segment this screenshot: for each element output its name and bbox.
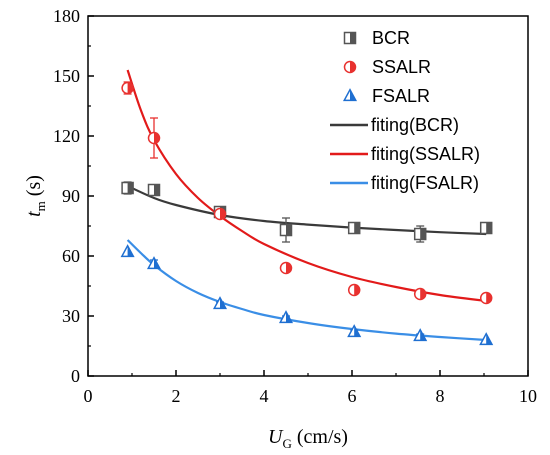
y-axis-label: tm (s) [23,175,48,217]
x-tick-label: 0 [84,386,93,406]
point-ssalr [279,261,293,275]
point-ssalr [147,131,161,145]
point-ssalr [347,283,361,297]
fit-line-2 [126,239,487,342]
point-ssalr [121,81,134,95]
point-fsalr [413,328,428,342]
x-tick-label: 8 [436,386,445,406]
point-bcr [413,227,427,241]
point-fsalr [479,332,494,346]
y-tick-label: 120 [53,126,80,146]
legend-label: fiting(FSALR) [371,173,479,193]
point-fsalr [146,256,162,270]
fit-line-0 [127,184,487,236]
legend-marker [343,60,357,74]
legend-label: fiting(BCR) [371,115,459,135]
legend-label: fiting(SSALR) [371,144,480,164]
point-ssalr [413,287,427,301]
point-bcr [347,221,361,235]
x-axis-label-sub: G [282,436,291,451]
y-tick-label: 180 [53,6,80,26]
legend-item: SSALR [343,57,431,77]
data-points [120,81,494,346]
x-tick-label: 4 [260,386,269,406]
legend-marker [342,88,358,102]
y-tick-label: 30 [62,306,80,326]
point-fsalr [120,244,135,258]
point-ssalr [479,291,493,305]
legend-marker [343,31,357,45]
legend-item: fiting(BCR) [330,115,459,135]
fit-curves [126,69,487,342]
legend: BCR SSALR FSALR fiting(BCR) fiting(SSALR) fit… [330,28,480,193]
y-axis-label-main: t [23,211,45,217]
legend-label: SSALR [372,57,431,77]
point-fsalr [212,296,228,310]
y-tick-label: 150 [53,66,80,86]
point-bcr [279,223,293,237]
legend-label: BCR [372,28,410,48]
y-axis-label-sub: m [33,201,48,211]
point-fsalr [347,324,362,338]
x-tick-label: 10 [519,386,537,406]
x-axis-label-unit: (cm/s) [292,426,348,448]
legend-item: fiting(SSALR) [330,144,480,164]
legend-item: FSALR [342,86,430,106]
point-ssalr [213,207,227,221]
y-tick-label: 60 [62,246,80,266]
point-bcr [147,183,161,197]
y-tick-label: 0 [71,366,80,386]
point-bcr [479,221,493,235]
point-fsalr [278,310,294,324]
x-tick-label: 6 [348,386,357,406]
legend-item: fiting(FSALR) [330,173,479,193]
y-tick-label: 90 [62,186,80,206]
axis-ticks: 0 2 4 6 8 10 0 30 60 90 120 150 180 [53,6,537,406]
x-tick-label: 2 [172,386,181,406]
x-axis-label-main: U [268,426,284,448]
point-bcr [121,181,134,195]
x-axis-label: UG (cm/s) [268,426,348,451]
legend-label: FSALR [372,86,430,106]
y-axis-label-unit: (s) [23,175,45,201]
legend-item: BCR [343,28,410,48]
